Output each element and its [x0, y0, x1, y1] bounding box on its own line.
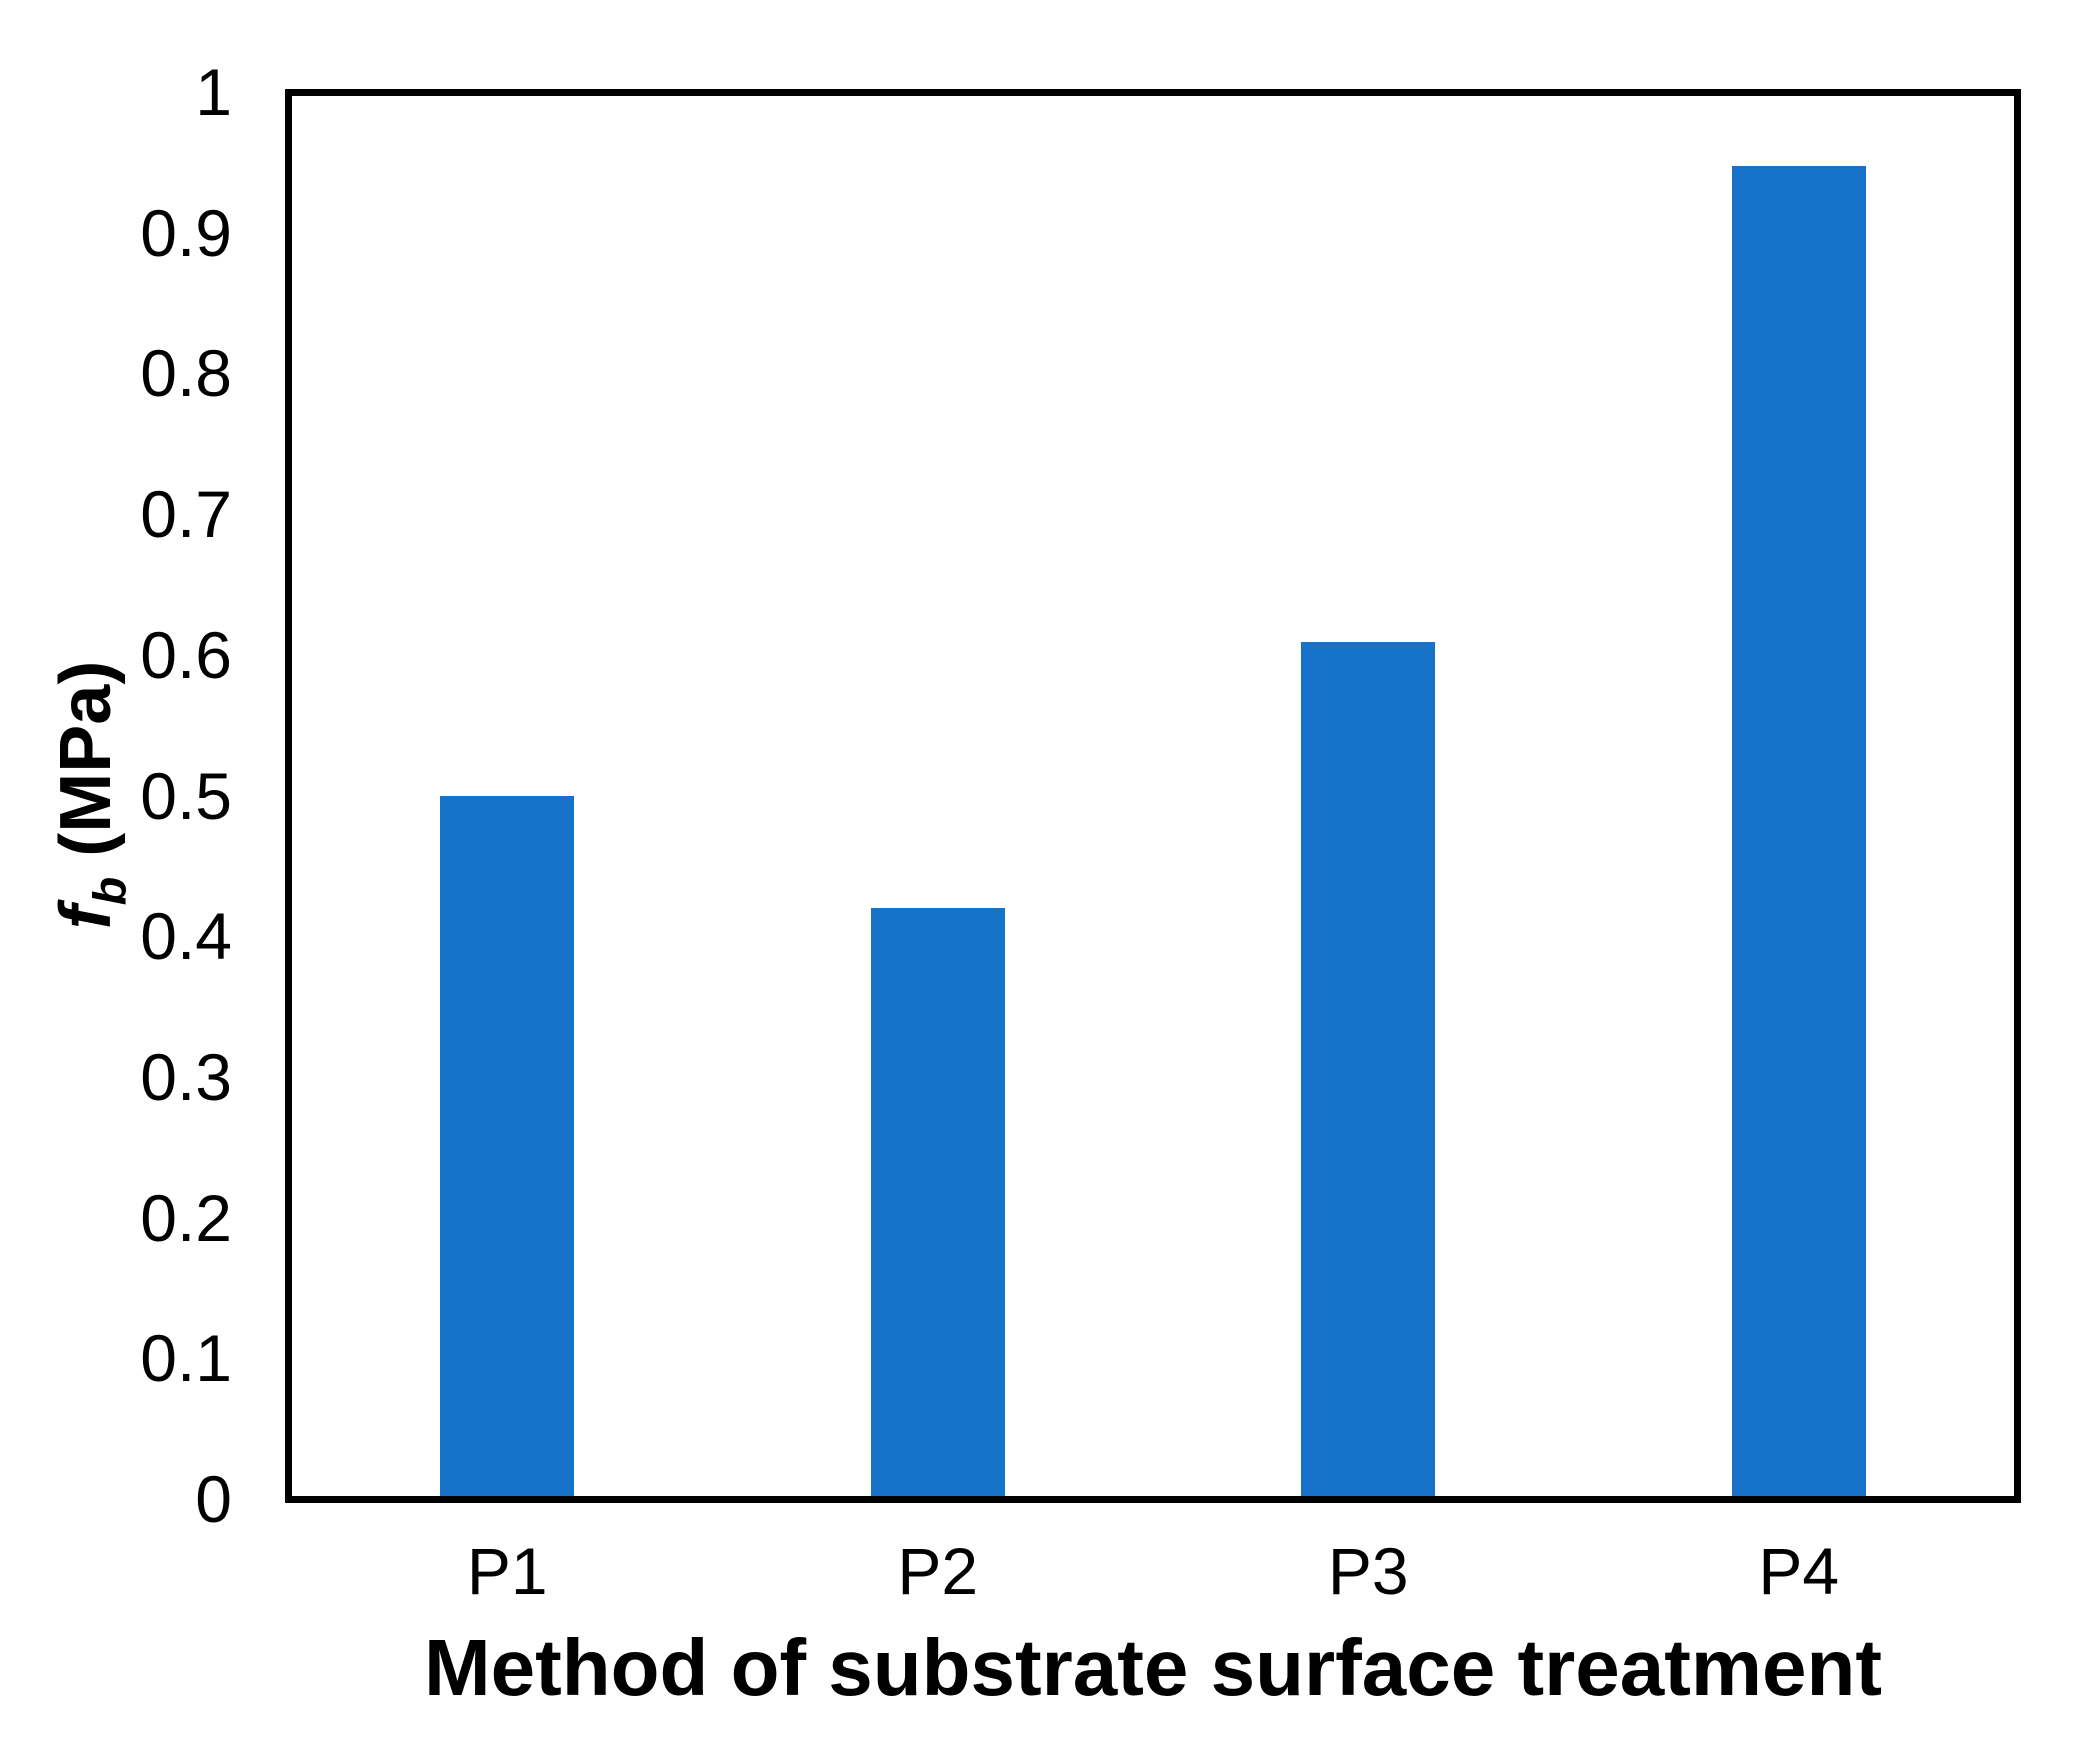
- bar-P4: [1731, 166, 1866, 1496]
- y-tick-label-0: 0: [195, 1462, 232, 1536]
- x-tick-label-P2: P2: [897, 1534, 979, 1608]
- y-tick-label-0.2: 0.2: [140, 1180, 232, 1255]
- y-tick-label-0.9: 0.9: [140, 195, 232, 270]
- y-tick-label-0.1: 0.1: [140, 1321, 232, 1396]
- plot-area: [285, 89, 2021, 1503]
- y-axis-tick-labels: 0 0.1 0.2 0.3 0.4 0.5 0.6 0.7 0.8 0.9 1: [0, 59, 232, 1532]
- y-tick-label-0.8: 0.8: [140, 336, 232, 411]
- bar-P2: [870, 908, 1005, 1496]
- x-tick-label-P1: P1: [466, 1534, 548, 1608]
- x-tick-label-P4: P4: [1758, 1534, 1840, 1608]
- bar-P3: [1301, 642, 1436, 1496]
- y-tick-label-1: 1: [195, 55, 232, 129]
- x-tick-label-P3: P3: [1327, 1534, 1409, 1608]
- x-axis-tick-labels: P1 P2 P3 P4: [292, 1538, 2014, 1618]
- y-tick-label-0.7: 0.7: [140, 477, 232, 552]
- y-tick-label-0.3: 0.3: [140, 1039, 232, 1114]
- bar-P1: [440, 796, 575, 1496]
- y-tick-label-0.5: 0.5: [140, 758, 232, 833]
- y-tick-label-0.6: 0.6: [140, 617, 232, 692]
- x-axis-title: Method of substrate surface treatment: [423, 1623, 1883, 1712]
- y-tick-label-0.4: 0.4: [140, 899, 232, 974]
